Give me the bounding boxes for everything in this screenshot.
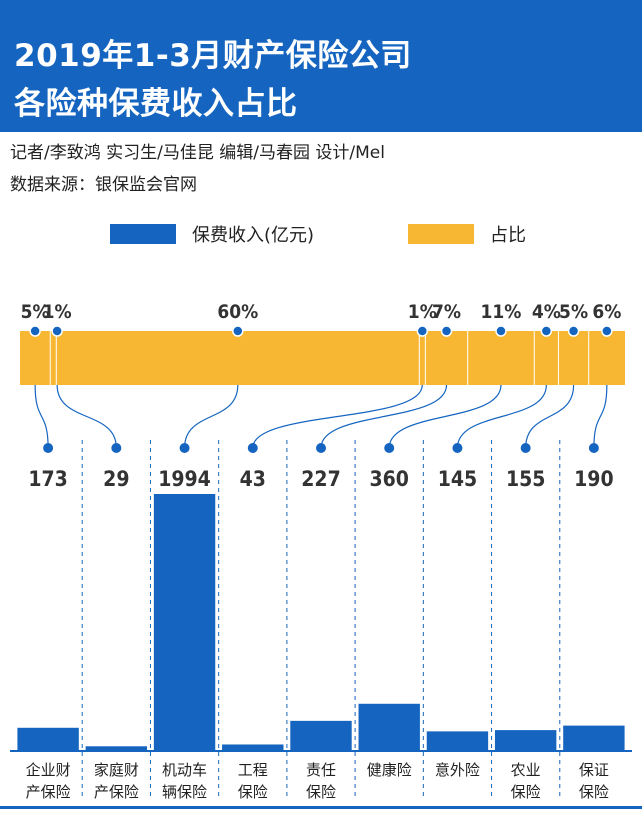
value-dot-0 bbox=[43, 443, 54, 453]
category-label-1-1: 产保险 bbox=[94, 783, 139, 801]
legend-swatch-share bbox=[408, 224, 474, 244]
category-label-0-1: 产保险 bbox=[26, 783, 71, 801]
share-label-2: 60% bbox=[217, 301, 258, 323]
category-label-4-0: 责任 bbox=[306, 761, 336, 779]
page-title-line2: 各险种保费收入占比 bbox=[14, 86, 298, 122]
source-text: 数据来源：银保监会官网 bbox=[10, 175, 197, 195]
connector-2 bbox=[183, 384, 239, 449]
value-label-0: 173 bbox=[28, 467, 67, 491]
legend-label-share: 占比 bbox=[490, 225, 526, 246]
share-dot-3 bbox=[416, 325, 429, 337]
value-dot-4 bbox=[316, 443, 326, 453]
share-dot-6 bbox=[540, 325, 553, 337]
connector-7 bbox=[525, 384, 575, 449]
share-dot-4 bbox=[440, 325, 453, 337]
value-dot-3 bbox=[247, 443, 258, 453]
connector-6 bbox=[456, 384, 547, 449]
bar-6 bbox=[426, 731, 489, 750]
share-label-4: 7% bbox=[432, 301, 461, 323]
legend-swatch-revenue bbox=[110, 224, 176, 244]
category-label-8-1: 保险 bbox=[579, 783, 609, 801]
category-label-1-0: 家庭财 bbox=[94, 761, 139, 779]
connector-3 bbox=[252, 384, 423, 449]
bar-7 bbox=[494, 730, 557, 750]
bar-1 bbox=[85, 746, 148, 750]
share-label-6: 4% bbox=[532, 301, 561, 323]
category-label-7-0: 农业 bbox=[511, 761, 541, 779]
share-label-8: 6% bbox=[592, 301, 621, 323]
share-bar bbox=[20, 331, 625, 385]
value-label-7: 155 bbox=[506, 467, 545, 491]
value-label-2: 1994 bbox=[158, 467, 211, 491]
value-label-8: 190 bbox=[574, 467, 613, 491]
share-dot-7 bbox=[567, 325, 580, 337]
share-dot-1 bbox=[51, 325, 63, 337]
footer-line bbox=[0, 806, 642, 809]
bar-0 bbox=[17, 727, 79, 750]
bar-8 bbox=[563, 725, 625, 750]
category-label-0-0: 企业财 bbox=[26, 761, 71, 779]
share-label-1: 1% bbox=[43, 301, 72, 323]
category-label-3-0: 工程 bbox=[238, 761, 268, 779]
share-label-7: 5% bbox=[559, 301, 588, 323]
value-dot-1 bbox=[111, 443, 122, 453]
value-dot-7 bbox=[520, 443, 531, 453]
value-label-5: 360 bbox=[370, 467, 409, 491]
bar-4 bbox=[290, 720, 352, 750]
value-label-3: 43 bbox=[240, 467, 266, 491]
value-dot-5 bbox=[384, 443, 395, 453]
share-dot-8 bbox=[601, 325, 613, 337]
header-banner: 2019年1-3月财产保险公司 各险种保费收入占比 bbox=[0, 0, 642, 132]
value-dot-2 bbox=[179, 443, 190, 453]
category-label-2-0: 机动车 bbox=[162, 761, 207, 779]
category-label-6-0: 意外险 bbox=[435, 761, 480, 779]
share-dot-0 bbox=[29, 325, 41, 337]
credits-text: 记者/李致鸿 实习生/马佳昆 编辑/马春园 设计/Mel bbox=[10, 143, 385, 163]
share-label-3: 1% bbox=[408, 301, 437, 323]
category-label-5-0: 健康险 bbox=[367, 761, 412, 779]
share-label-5: 11% bbox=[481, 301, 522, 323]
bar-5 bbox=[358, 703, 420, 750]
page-title-line1: 2019年1-3月财产保险公司 bbox=[14, 38, 412, 74]
connector-5 bbox=[388, 384, 502, 449]
category-label-3-1: 保险 bbox=[238, 783, 268, 801]
connector-0 bbox=[34, 384, 49, 449]
share-dot-5 bbox=[495, 325, 507, 337]
value-dot-8 bbox=[588, 443, 599, 453]
value-label-1: 29 bbox=[103, 467, 129, 491]
bar-2 bbox=[153, 494, 216, 750]
share-dot-2 bbox=[232, 325, 244, 337]
bar-3 bbox=[222, 744, 284, 750]
legend-label-revenue: 保费收入(亿元) bbox=[192, 225, 315, 246]
category-label-7-1: 保险 bbox=[511, 783, 541, 801]
connector-8 bbox=[593, 384, 608, 449]
category-label-4-1: 保险 bbox=[306, 783, 336, 801]
value-label-6: 145 bbox=[438, 467, 477, 491]
category-label-8-0: 保证 bbox=[579, 761, 609, 779]
category-label-2-1: 辆保险 bbox=[162, 783, 207, 801]
connector-4 bbox=[320, 384, 448, 449]
value-dot-6 bbox=[452, 443, 463, 453]
connector-1 bbox=[56, 384, 117, 449]
value-label-4: 227 bbox=[301, 467, 340, 491]
share-label-0: 5% bbox=[21, 301, 50, 323]
